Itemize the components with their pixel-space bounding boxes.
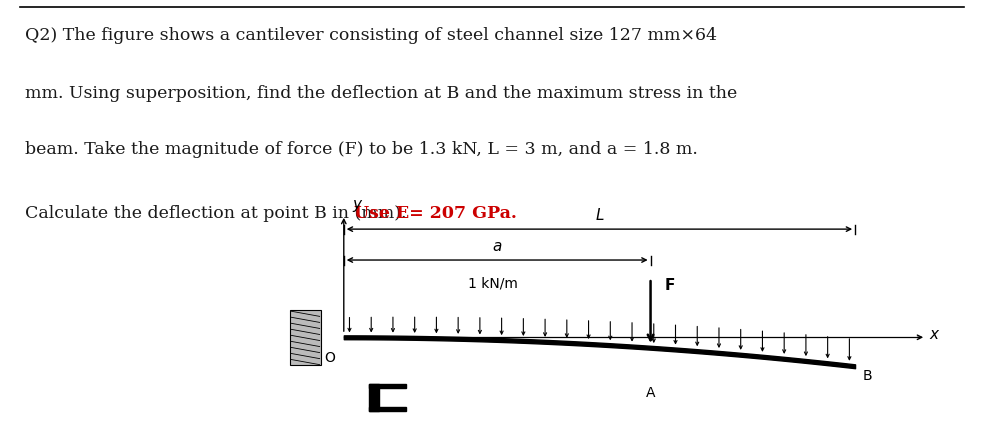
Text: F: F: [665, 278, 675, 293]
Text: Use E= 207 GPa.: Use E= 207 GPa.: [354, 205, 518, 222]
Text: L: L: [595, 208, 603, 223]
Bar: [290, 310, 321, 365]
Text: B: B: [862, 370, 872, 384]
Bar: [369, 384, 406, 389]
Bar: [369, 384, 379, 411]
Text: Calculate the deflection at point B in (mm).: Calculate the deflection at point B in (…: [25, 205, 417, 222]
Text: O: O: [325, 352, 336, 365]
Text: mm. Using superposition, find the deflection at B and the maximum stress in the: mm. Using superposition, find the deflec…: [25, 85, 737, 102]
Text: 1 kN/m: 1 kN/m: [468, 276, 518, 290]
Text: x: x: [929, 327, 938, 342]
Text: a: a: [492, 239, 502, 253]
Bar: [369, 407, 406, 411]
Text: A: A: [646, 386, 655, 400]
Text: beam. Take the magnitude of force (F) to be 1.3 kN, L = 3 m, and a = 1.8 m.: beam. Take the magnitude of force (F) to…: [25, 141, 698, 157]
Text: y: y: [352, 197, 361, 212]
Text: Q2) The figure shows a cantilever consisting of steel channel size 127 mm×64: Q2) The figure shows a cantilever consis…: [25, 27, 716, 44]
